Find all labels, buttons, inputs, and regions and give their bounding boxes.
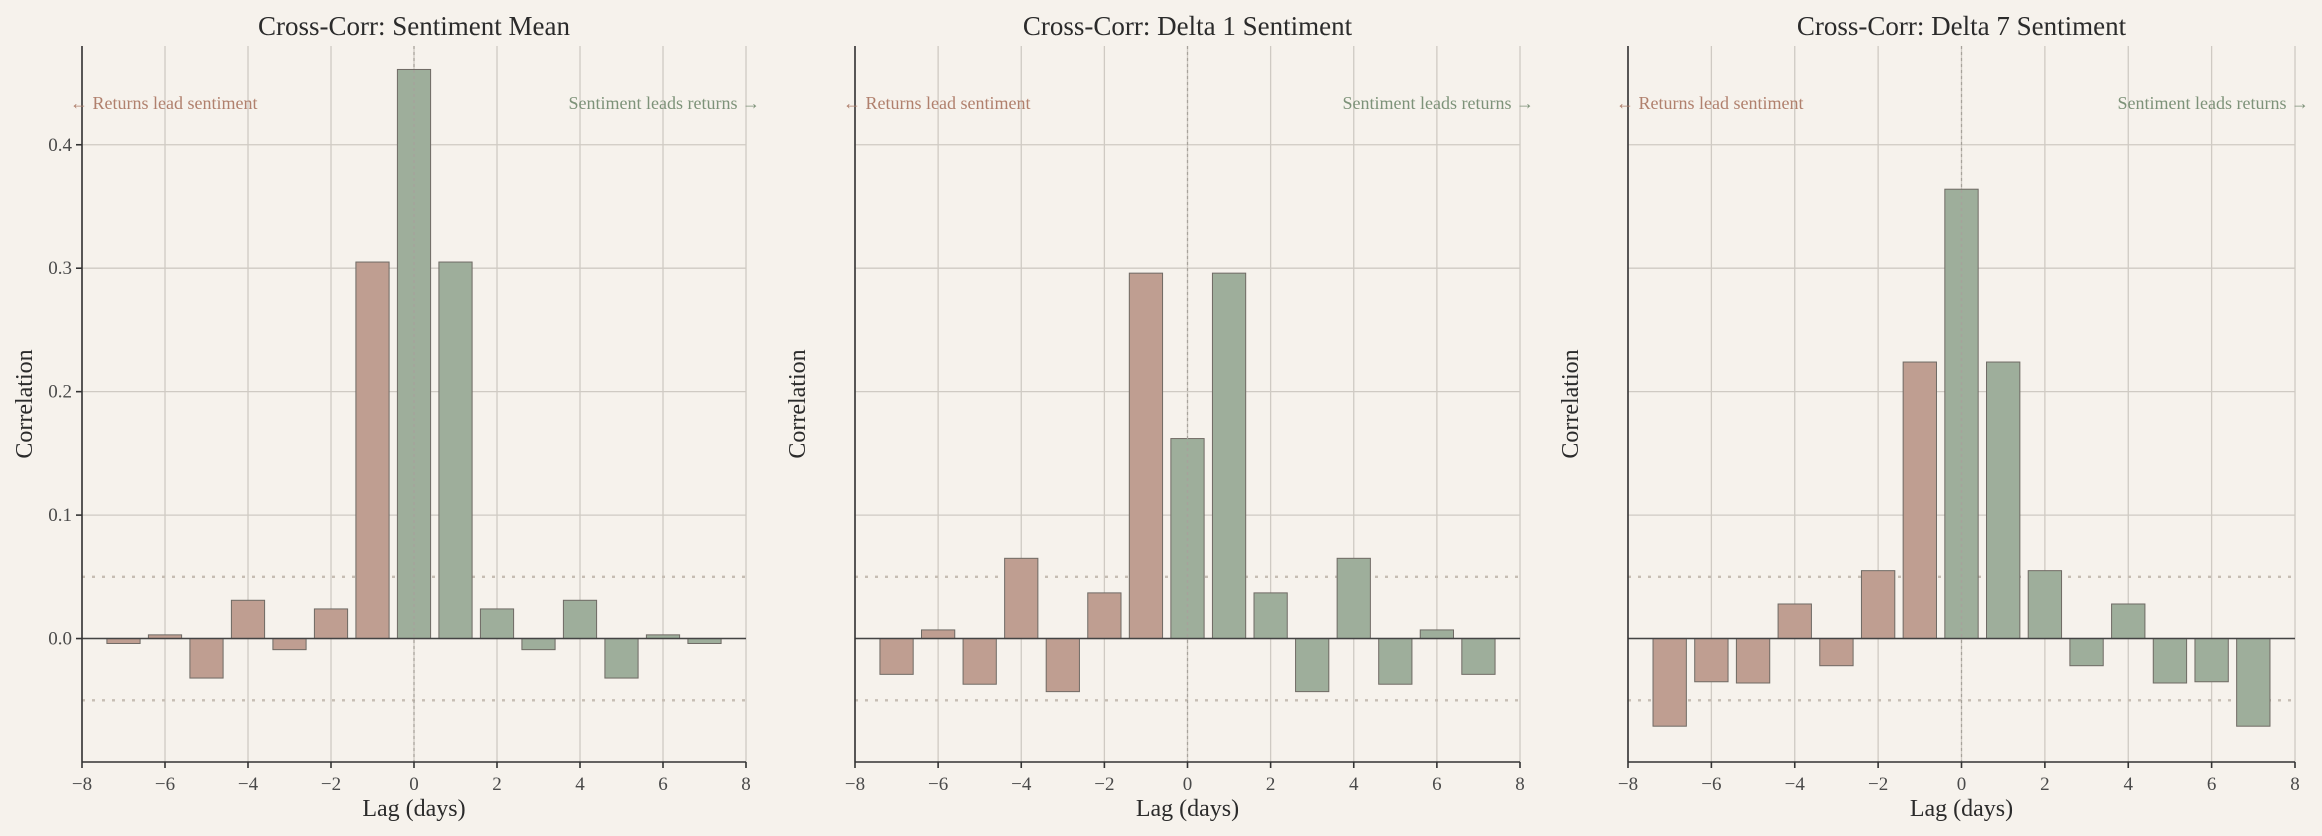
bar-lag-minus-2 xyxy=(313,608,349,640)
bar-lag-6 xyxy=(1419,629,1454,640)
x-tick-label: −8 xyxy=(1618,774,1638,795)
bar-lag-1 xyxy=(438,261,473,640)
bar-lag-minus-2 xyxy=(1860,570,1896,640)
x-tick-label: 8 xyxy=(741,774,751,795)
bar-lag-minus-7 xyxy=(879,638,914,675)
x-tick-label: −6 xyxy=(155,774,175,795)
y-tick-label: 0.1 xyxy=(48,505,72,526)
bar-lag-4 xyxy=(1336,557,1371,640)
bar-lag-4 xyxy=(562,599,598,640)
x-tick-label: 2 xyxy=(492,774,502,795)
x-tick-label: −6 xyxy=(928,774,948,795)
bar-lag-5 xyxy=(2152,638,2188,684)
x-tick-label: −4 xyxy=(1011,774,1032,795)
annotation-sentiment-leads: Sentiment leads returns → xyxy=(2118,93,2309,113)
y-tick-label: 0.4 xyxy=(48,135,72,156)
annotation-sentiment-leads: Sentiment leads returns → xyxy=(1343,93,1534,113)
x-axis-label: Lag (days) xyxy=(362,796,465,822)
x-tick-label: 6 xyxy=(2207,774,2217,795)
x-tick-label: 2 xyxy=(2040,774,2050,795)
y-axis-label: Correlation xyxy=(1558,349,1584,458)
bar-lag-minus-4 xyxy=(1004,557,1039,640)
x-tick-label: 6 xyxy=(1432,774,1442,795)
x-tick-label: −4 xyxy=(238,774,259,795)
bar-lag-minus-1 xyxy=(355,261,390,640)
bar-lag-minus-6 xyxy=(1694,638,1729,683)
annotation-returns-lead: ← Returns lead sentiment xyxy=(843,93,1030,113)
bar-lag-5 xyxy=(604,638,639,679)
x-tick-label: 0 xyxy=(1957,774,1967,795)
bar-lag-minus-3 xyxy=(1819,638,1854,667)
bar-lag-3 xyxy=(521,638,556,651)
chart-panel-1: −8 −6 −4 −2 0 2 4 6 8 0.0 0.1 0.2 0.3 0.4 Cross-Corr: … xyxy=(12,11,760,822)
bar-lag-2 xyxy=(2027,570,2063,640)
x-tick-label: 6 xyxy=(658,774,668,795)
bar-lag-7 xyxy=(2236,638,2271,727)
x-tick-label: −6 xyxy=(1701,774,1721,795)
annotation-returns-lead: ← Returns lead sentiment xyxy=(1616,93,1803,113)
bar-lag-minus-3 xyxy=(1045,638,1080,693)
bar-lag-minus-3 xyxy=(272,638,307,651)
x-axis-label: Lag (days) xyxy=(1136,796,1239,822)
x-tick-label: −8 xyxy=(845,774,865,795)
x-tick-label: −8 xyxy=(72,774,92,795)
bar-lag-minus-2 xyxy=(1087,592,1122,640)
bar-lag-4 xyxy=(2111,603,2146,640)
chart-title: Cross-Corr: Delta 7 Sentiment xyxy=(1797,11,2127,41)
bar-lag-1 xyxy=(1211,272,1247,640)
x-tick-label: 0 xyxy=(409,774,419,795)
x-tick-label: 0 xyxy=(1183,774,1193,795)
bar-lag-minus-1 xyxy=(1128,272,1164,640)
y-axis-label: Correlation xyxy=(785,349,811,458)
chart-title: Cross-Corr: Sentiment Mean xyxy=(258,11,570,41)
bar-lag-6 xyxy=(2194,638,2229,683)
y-tick-label: 0.2 xyxy=(48,382,72,403)
chart-title: Cross-Corr: Delta 1 Sentiment xyxy=(1023,11,1353,41)
x-tick-label: 4 xyxy=(575,774,585,795)
bar-lag-minus-4 xyxy=(1777,603,1812,640)
bar-lag-1 xyxy=(1986,361,2021,640)
x-tick-label: −2 xyxy=(1868,774,1888,795)
chart-panel-3: −8 −6 −4 −2 0 2 4 6 8 Cross-Corr: Delta 7 Sentime… xyxy=(1558,11,2309,822)
x-tick-label: −2 xyxy=(321,774,341,795)
bar-lag-minus-7 xyxy=(1652,638,1687,727)
chart-panel-2: −8 −6 −4 −2 0 2 4 6 8 Cross-Corr: Delta 1 Sentime… xyxy=(785,11,1534,822)
y-tick-label: 0.0 xyxy=(48,629,72,650)
bar-lag-7 xyxy=(1461,638,1496,675)
x-tick-label: −2 xyxy=(1094,774,1114,795)
bar-lag-minus-5 xyxy=(962,638,997,685)
bar-lag-2 xyxy=(479,608,515,640)
x-tick-label: −4 xyxy=(1785,774,1806,795)
x-axis-label: Lag (days) xyxy=(1910,796,2013,822)
bar-lag-minus-1 xyxy=(1902,361,1937,640)
x-tick-label: 4 xyxy=(1349,774,1359,795)
annotation-sentiment-leads: Sentiment leads returns → xyxy=(569,93,760,113)
x-tick-label: 2 xyxy=(1266,774,1276,795)
bar-lag-minus-5 xyxy=(1735,638,1771,684)
x-tick-label: 8 xyxy=(2290,774,2300,795)
bar-lag-minus-6 xyxy=(921,629,956,640)
x-tick-label: 8 xyxy=(1515,774,1525,795)
y-axis-label: Correlation xyxy=(12,349,38,458)
y-tick-label: 0.3 xyxy=(48,258,72,279)
bar-lag-minus-5 xyxy=(189,638,224,679)
annotation-returns-lead: ← Returns lead sentiment xyxy=(70,93,257,113)
bar-lag-5 xyxy=(1378,638,1413,685)
x-tick-label: 4 xyxy=(2124,774,2134,795)
bar-lag-minus-4 xyxy=(230,599,266,640)
bar-lag-3 xyxy=(1295,638,1330,693)
bar-lag-3 xyxy=(2069,638,2104,667)
bar-lag-2 xyxy=(1253,592,1288,640)
